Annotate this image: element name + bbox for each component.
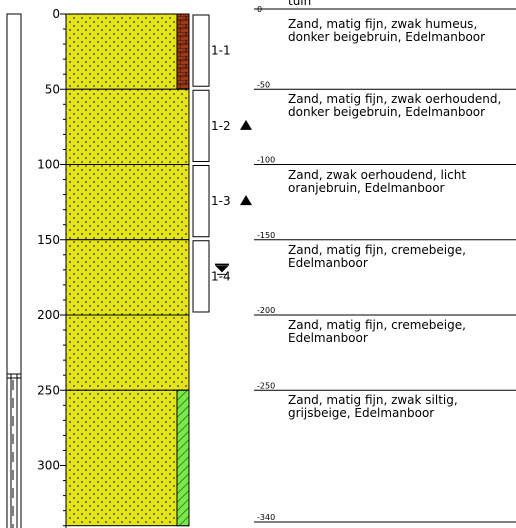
axis-tick-label: 300: [37, 459, 60, 473]
silt-marker: [176, 389, 190, 527]
layer-depth-label: -250: [257, 381, 275, 390]
casing-outline: [6, 13, 22, 528]
soil-column: [65, 13, 190, 527]
layer-description: Zand, matig fijn, cremebeige, Edelmanboo…: [288, 318, 466, 345]
soil-layer: [65, 389, 190, 527]
layer-description: Zand, matig fijn, zwak humeus, donker be…: [288, 17, 486, 44]
layer-description: Zand, zwak oerhoudend, licht oranjebruin…: [288, 167, 467, 195]
sample-label: 1-1: [211, 44, 231, 58]
layer-separators: 0-50-100-150-200-250-340: [254, 5, 516, 523]
soil-layer: [65, 13, 190, 90]
layer-depth-label: -50: [257, 80, 270, 89]
depth-axis: 0 50 100 150 200 250 300: [37, 7, 67, 528]
layer-description: Zand, matig fijn, zwak siltig, grijsbeig…: [288, 393, 458, 421]
soil-layer: [65, 314, 190, 391]
bottom-depth-label: -340: [257, 513, 275, 522]
axis-tick-label: 250: [37, 383, 60, 397]
sample-box: [192, 240, 210, 313]
surface-label: tuin: [288, 0, 312, 8]
layer-depth-label: -100: [257, 156, 275, 165]
sample-box: [192, 165, 210, 238]
axis-tick-label: 0: [52, 7, 60, 21]
soil-layer: [65, 164, 190, 241]
layer-description: Zand, matig fijn, cremebeige, Edelmanboo…: [288, 242, 466, 270]
soil-layer: [65, 239, 190, 316]
triangle-icon: [240, 119, 252, 130]
groundwater-icon: [215, 265, 229, 273]
sample-label: 1-3: [211, 194, 231, 208]
sample-label: 1-2: [211, 119, 231, 133]
borehole-casing: [6, 13, 22, 528]
axis-tick-label: 200: [37, 308, 60, 322]
triangle-icon: [240, 195, 252, 206]
layer-depth-label: -150: [257, 231, 275, 240]
sample-label: 1-4: [211, 269, 231, 283]
layer-description: Zand, matig fijn, zwak oerhoudend, donke…: [288, 92, 502, 120]
sample-box: [192, 14, 210, 87]
sample-column: 1-1 1-2 1-3 1-4: [192, 14, 252, 313]
soil-layer: [65, 88, 190, 165]
layer-depth-label: -200: [257, 306, 275, 315]
humus-marker: [176, 13, 190, 90]
axis-tick-label: 100: [37, 158, 60, 172]
axis-tick-label: 150: [37, 233, 60, 247]
axis-tick-label: 50: [45, 82, 60, 96]
sample-box: [192, 89, 210, 162]
